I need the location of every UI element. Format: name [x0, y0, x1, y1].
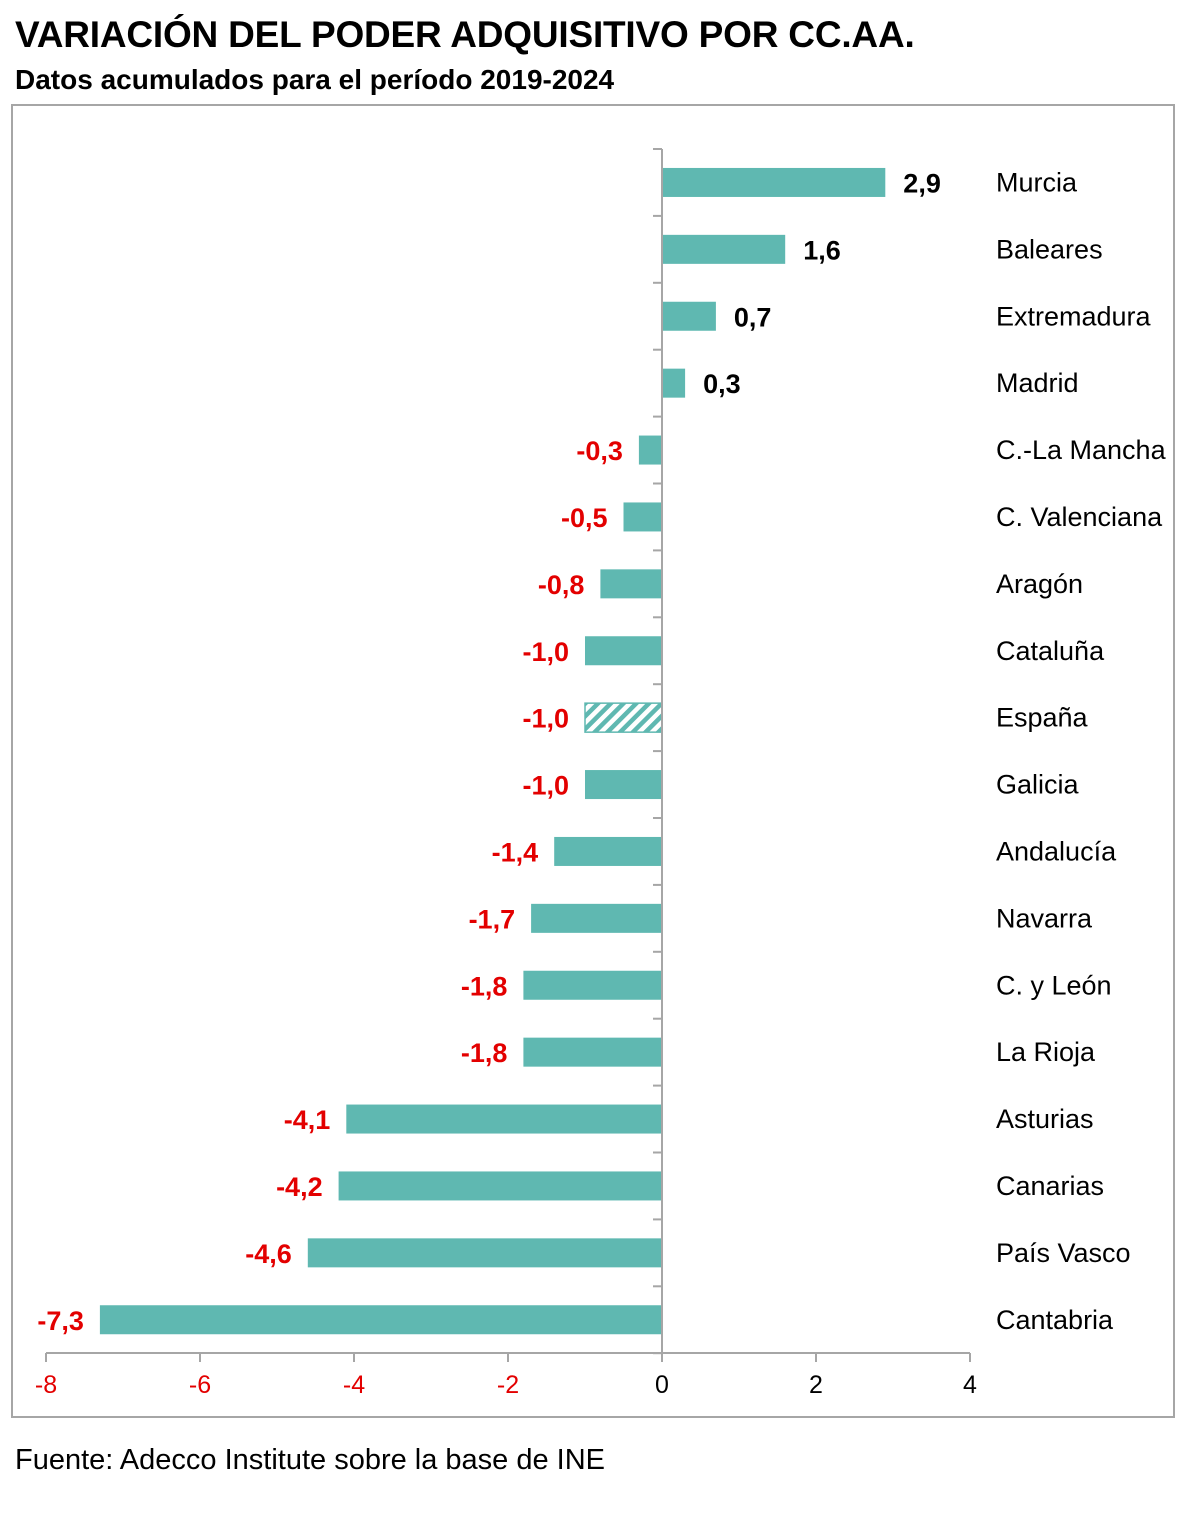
source-note: Fuente: Adecco Institute sobre la base d… [15, 1444, 606, 1476]
bars-group [99, 167, 886, 1335]
category-label-galicia: Galicia [996, 770, 1080, 800]
value-label-canarias: -4,2 [276, 1172, 323, 1202]
category-label-baleares: Baleares [996, 234, 1103, 264]
category-label-cantabria: Cantabria [996, 1305, 1114, 1335]
value-label-baleares: 1,6 [803, 235, 841, 265]
value-label-espana: -1,0 [522, 704, 569, 734]
x-tick-label: -6 [189, 1371, 211, 1399]
value-label-la-rioja: -1,8 [461, 1038, 508, 1068]
category-label-canarias: Canarias [996, 1171, 1104, 1201]
x-tick-label: 2 [809, 1371, 823, 1399]
category-label-pais-vasco: País Vasco [996, 1238, 1131, 1268]
value-label-asturias: -4,1 [284, 1105, 331, 1135]
bar-andalucia [554, 836, 662, 866]
axes-group [45, 148, 971, 1362]
category-label-extremadura: Extremadura [996, 301, 1152, 331]
bar-espana [584, 702, 663, 733]
bar-c-la-mancha [638, 435, 662, 465]
chart-frame [11, 104, 1175, 1418]
value-label-galicia: -1,0 [522, 771, 569, 801]
category-label-navarra: Navarra [996, 903, 1093, 933]
value-label-pais-vasco: -4,6 [245, 1239, 292, 1269]
category-label-cataluna: Cataluña [996, 636, 1105, 666]
bar-galicia [585, 770, 662, 800]
bar-c-y-leon [523, 970, 662, 1000]
x-tick-label: -2 [497, 1371, 519, 1399]
labels-group: 2,9 Murcia 1,6 Baleares 0,7 Extremadura 0,3 Mad… [35, 167, 1167, 1399]
value-label-extremadura: 0,7 [734, 302, 772, 332]
bar-c-valenciana [623, 502, 662, 532]
category-label-la-rioja: La Rioja [996, 1037, 1096, 1067]
bar-cataluna [585, 636, 662, 666]
bar-extremadura [662, 301, 716, 331]
category-label-aragon: Aragón [996, 569, 1083, 599]
bar-asturias [346, 1104, 662, 1134]
bar-aragon [600, 569, 662, 599]
value-label-aragon: -0,8 [538, 570, 585, 600]
category-label-c-la-mancha: C.-La Mancha [996, 435, 1167, 465]
value-label-murcia: 2,9 [903, 168, 941, 198]
value-label-c-valenciana: -0,5 [561, 503, 608, 533]
x-tick-label: -8 [35, 1371, 57, 1399]
category-label-madrid: Madrid [996, 368, 1079, 398]
bar-pais-vasco [307, 1238, 662, 1268]
chart-title: VARIACIÓN DEL PODER ADQUISITIVO POR CC.A… [15, 14, 915, 55]
category-label-murcia: Murcia [996, 167, 1078, 197]
bar-madrid [662, 368, 686, 398]
bar-canarias [338, 1171, 662, 1201]
category-label-espana: España [996, 703, 1089, 733]
bar-navarra [531, 903, 662, 933]
category-label-asturias: Asturias [996, 1104, 1094, 1134]
value-label-c-y-leon: -1,8 [461, 971, 508, 1001]
value-label-navarra: -1,7 [469, 904, 516, 934]
x-tick-label: -4 [343, 1371, 365, 1399]
x-tick-label: 4 [963, 1371, 977, 1399]
category-label-c-y-leon: C. y León [996, 970, 1112, 1000]
x-tick-label: 0 [655, 1371, 669, 1399]
bar-baleares [662, 234, 786, 264]
value-label-c-la-mancha: -0,3 [576, 436, 623, 466]
value-label-cantabria: -7,3 [37, 1306, 84, 1336]
bar-murcia [662, 167, 886, 197]
category-label-andalucia: Andalucía [996, 836, 1117, 866]
bar-la-rioja [523, 1037, 662, 1067]
value-label-andalucia: -1,4 [492, 837, 539, 867]
bar-chart: 2,9 Murcia 1,6 Baleares 0,7 Extremadura 0,3 Mad… [35, 148, 1167, 1399]
value-label-cataluna: -1,0 [522, 637, 569, 667]
bar-cantabria [99, 1305, 662, 1335]
chart-subtitle: Datos acumulados para el período 2019-20… [15, 64, 615, 95]
value-label-madrid: 0,3 [703, 369, 741, 399]
category-label-c-valenciana: C. Valenciana [996, 502, 1163, 532]
